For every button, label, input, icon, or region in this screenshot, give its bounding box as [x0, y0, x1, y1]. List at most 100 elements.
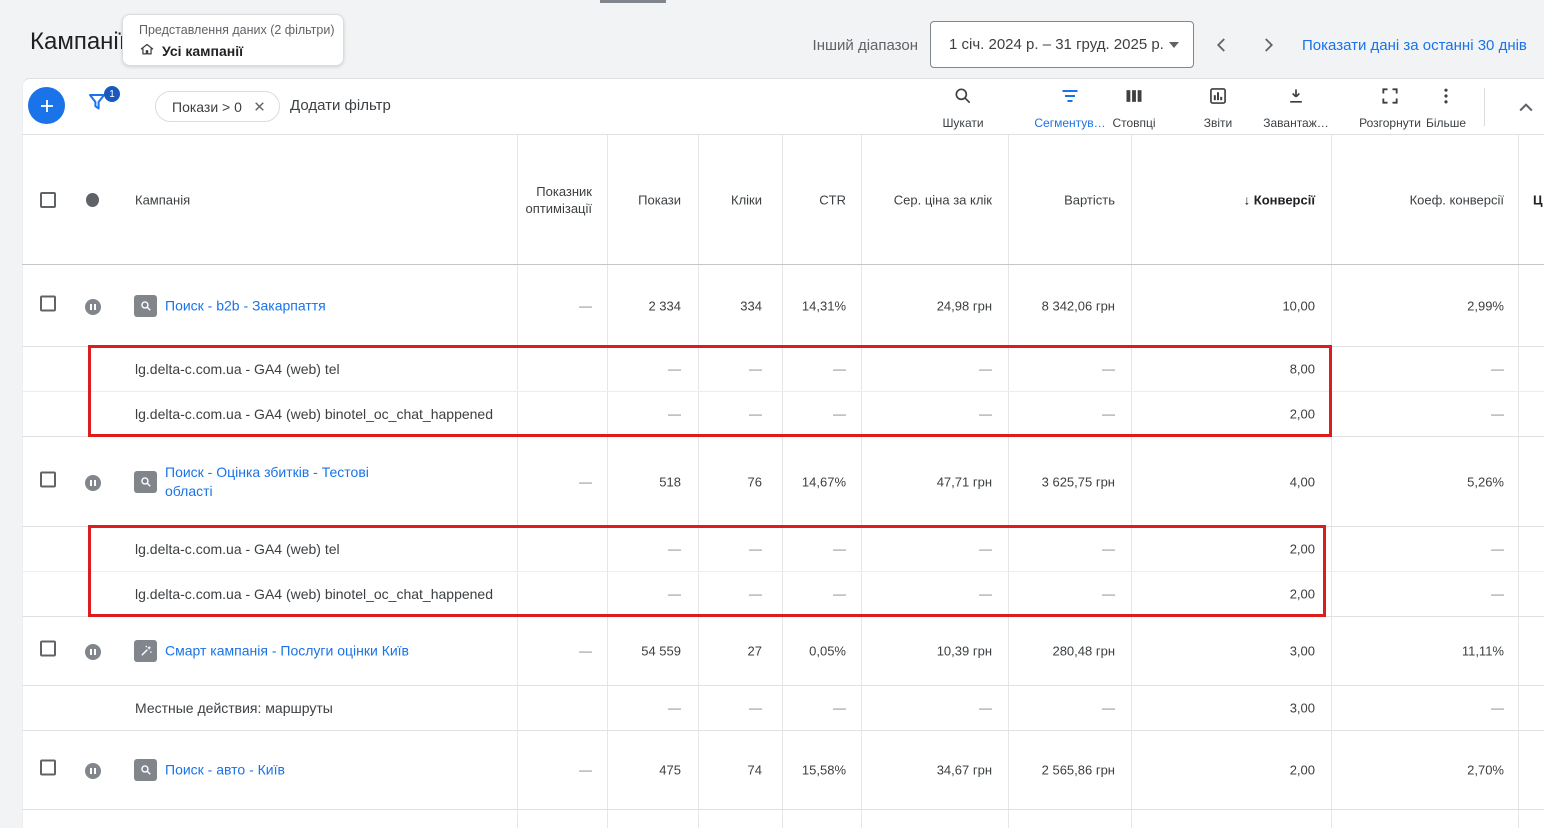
column-divider	[1131, 135, 1132, 828]
campaign-type-icon[interactable]	[134, 640, 157, 662]
header-ctr[interactable]: CTR	[819, 192, 846, 207]
column-divider	[1331, 135, 1332, 828]
cell-imp: 518	[659, 474, 681, 489]
toolbar-columns-button[interactable]: Стовпці	[1092, 86, 1176, 130]
search-campaign-icon	[140, 476, 151, 487]
campaign-link[interactable]: Смарт кампанія - Послуги оцінки Київ	[165, 642, 409, 659]
cell-ctr: —	[833, 586, 846, 602]
header-cost[interactable]: Вартість	[1064, 192, 1115, 207]
cell-cpc: 24,98 грн	[936, 298, 992, 313]
cell-ctr: 15,58%	[801, 762, 846, 778]
cell-cpc: —	[979, 700, 992, 716]
segment-label: lg.delta-c.com.ua - GA4 (web) tel	[135, 541, 340, 557]
cell-conv: 2,00	[1289, 406, 1315, 422]
collapse-toolbar-button[interactable]	[1512, 94, 1540, 122]
cell-rate: 2,99%	[1467, 298, 1504, 313]
cell-opt: —	[579, 298, 592, 313]
campaign-type-icon[interactable]	[134, 470, 157, 493]
cell-cpc: —	[979, 541, 992, 557]
data-view-card[interactable]: Представлення даних (2 фільтри) Усі камп…	[122, 14, 344, 66]
header-avg-cpc[interactable]: Сер. ціна за клік	[893, 192, 992, 207]
toolbar-segment-button[interactable]: Сегментув…	[1016, 86, 1124, 130]
column-divider	[782, 135, 783, 828]
cell-rate: 2,70%	[1467, 762, 1504, 778]
segment-row: lg.delta-c.com.ua - GA4 (web) binotel_oc…	[22, 572, 1544, 617]
filter-count-badge: 1	[104, 86, 120, 102]
cell-imp: —	[668, 700, 681, 716]
cell-opt: —	[579, 643, 592, 659]
sort-descending-arrow: ↓	[1243, 192, 1251, 207]
campaign-link[interactable]: Поиск - b2b - Закарпаття	[165, 297, 326, 313]
campaign-type-icon[interactable]	[134, 294, 157, 317]
segment-label: lg.delta-c.com.ua - GA4 (web) binotel_oc…	[135, 586, 493, 602]
header-campaign[interactable]: Кампанія	[135, 192, 191, 207]
paused-status-icon[interactable]	[85, 644, 101, 660]
cell-imp: —	[668, 406, 681, 422]
campaign-type-icon[interactable]	[134, 759, 157, 781]
toolbar-more-button[interactable]: Більше	[1412, 86, 1480, 130]
cell-cpc: 34,67 грн	[936, 762, 992, 778]
campaign-link[interactable]: Поиск - Оцінка збитків - Тестові області	[165, 463, 369, 499]
select-all-checkbox[interactable]	[40, 191, 56, 208]
date-range-selector[interactable]: 1 січ. 2024 р. – 31 груд. 2025 р.	[930, 21, 1194, 68]
filter-chip[interactable]: Покази > 0	[155, 91, 280, 122]
header-conversions-sorted[interactable]: ↓ Конверсії	[1243, 192, 1315, 207]
toolbar-reports-button[interactable]: Звіти	[1184, 86, 1252, 130]
cell-imp: 54 559	[641, 643, 681, 659]
row-checkbox[interactable]	[40, 759, 56, 776]
row-checkbox[interactable]	[40, 640, 56, 657]
view-card-subtitle: Представлення даних (2 фільтри)	[139, 23, 335, 37]
cell-cpc: 47,71 грн	[936, 474, 992, 489]
header-impressions[interactable]: Покази	[638, 192, 681, 207]
caret-down-icon	[1169, 41, 1179, 48]
header-opt-score[interactable]: Показник оптимізації	[525, 183, 592, 216]
close-icon[interactable]	[253, 100, 266, 113]
cell-cost: —	[1102, 361, 1115, 377]
toolbar-expand-button[interactable]: Розгорнути	[1344, 86, 1436, 130]
cell-clicks: —	[749, 586, 762, 602]
header-clipped-column[interactable]: Ц	[1533, 192, 1543, 207]
cell-clicks: 76	[747, 474, 762, 489]
home-icon	[139, 42, 155, 60]
search-icon	[955, 88, 971, 104]
campaign-row: Поиск - Оцінка збитків - Тестові області —…	[22, 437, 1544, 527]
segment-label: lg.delta-c.com.ua - GA4 (web) tel	[135, 361, 340, 377]
header-clicks[interactable]: Кліки	[731, 192, 762, 207]
plus-icon	[40, 99, 53, 112]
cell-cpc: 10,39 грн	[936, 643, 992, 659]
campaign-row: Поиск - авто - Київ — 475 74 15,58% 34,67 грн…	[22, 731, 1544, 810]
chevron-up-icon	[1519, 103, 1533, 112]
cell-ctr: —	[833, 406, 846, 422]
row-checkbox[interactable]	[40, 295, 56, 311]
show-last-30-days-link[interactable]: Показати дані за останні 30 днів	[1302, 37, 1527, 54]
campaign-link[interactable]: Поиск - авто - Київ	[165, 761, 285, 778]
cell-ctr: —	[833, 361, 846, 377]
add-campaign-button[interactable]	[28, 87, 65, 124]
next-period-button[interactable]	[1254, 31, 1282, 59]
active-filters-button[interactable]: 1	[86, 86, 120, 122]
paused-status-icon[interactable]	[85, 474, 101, 491]
cell-cost: —	[1102, 406, 1115, 422]
segment-label: Местные действия: маршруты	[135, 700, 333, 716]
campaign-row: Поиск - b2b - Закарпаття — 2 334 334 14,31% 2…	[22, 265, 1544, 347]
paused-status-icon[interactable]	[85, 763, 101, 779]
toolbar-download-button[interactable]: Завантаж…	[1252, 86, 1340, 130]
row-checkbox[interactable]	[40, 471, 56, 487]
cell-cost: —	[1102, 700, 1115, 716]
cell-cpc: —	[979, 586, 992, 602]
cell-ctr: 0,05%	[809, 643, 846, 659]
toolbar-search-button[interactable]: Шукати	[920, 86, 1006, 130]
add-filter-button[interactable]: Додати фільтр	[290, 97, 391, 114]
header-conv-rate[interactable]: Коеф. конверсії	[1409, 192, 1504, 207]
cell-ctr: 14,67%	[801, 474, 846, 489]
paused-status-icon[interactable]	[85, 298, 101, 315]
cell-cost: 280,48 грн	[1052, 643, 1115, 659]
smart-campaign-icon	[140, 645, 152, 656]
cell-clicks: 74	[747, 762, 762, 778]
previous-period-button[interactable]	[1208, 31, 1236, 59]
partial-row	[22, 810, 1544, 828]
cell-cost: 8 342,06 грн	[1041, 298, 1115, 313]
cell-opt: —	[579, 474, 592, 489]
search-campaign-icon	[140, 300, 151, 311]
